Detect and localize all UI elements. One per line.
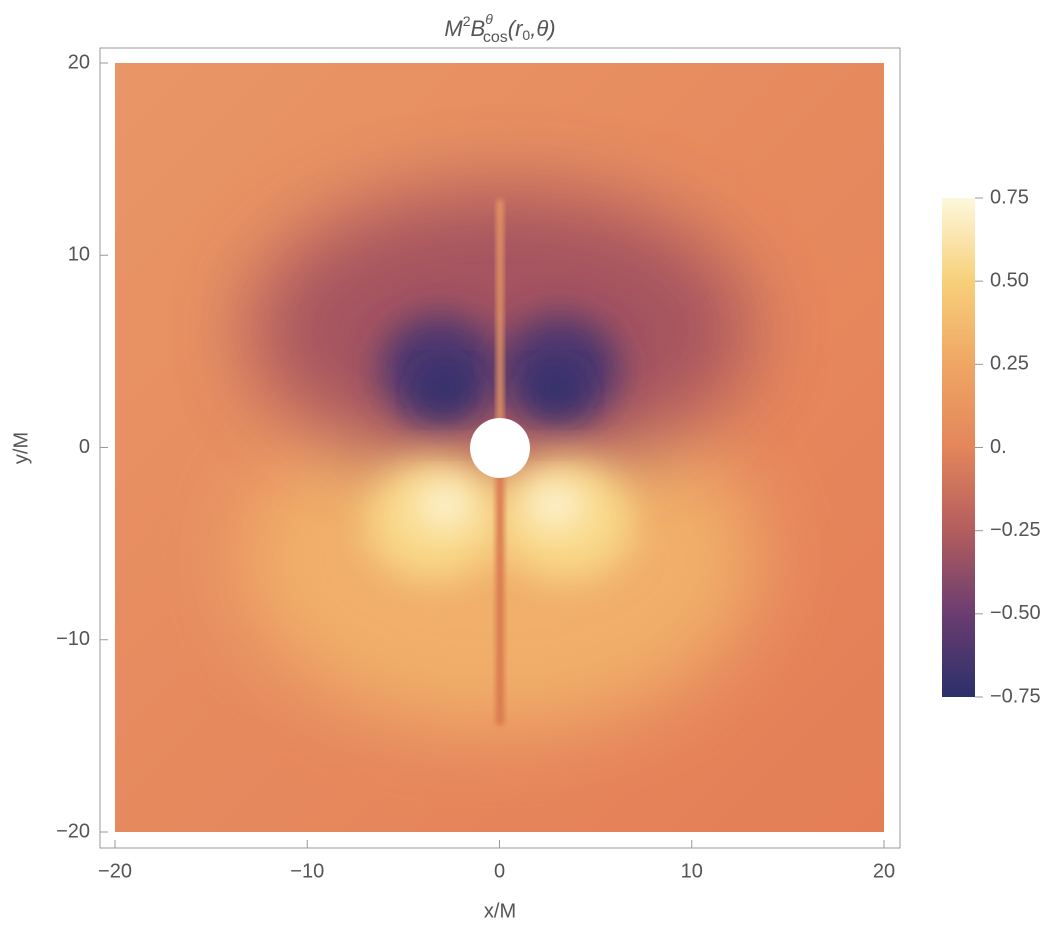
density-field — [115, 63, 884, 832]
title-part: B — [471, 16, 486, 41]
x-tick-label: 20 — [873, 860, 895, 882]
colorbar-tick-label: −0.75 — [990, 685, 1041, 707]
y-tick-label: 0 — [79, 436, 90, 458]
y-tick-label: 10 — [68, 244, 90, 266]
x-tick-label: 0 — [494, 860, 505, 882]
title-part: 2 — [463, 13, 471, 29]
y-tick-label: 20 — [68, 51, 90, 73]
title-part: M — [444, 16, 463, 41]
title-part: ,θ) — [530, 16, 555, 41]
x-tick-label: −20 — [98, 860, 132, 882]
colorbar-tick-label: 0. — [990, 436, 1007, 458]
y-tick-label: −10 — [56, 628, 90, 650]
colorbar-tick-label: −0.50 — [990, 602, 1041, 624]
colorbar-tick-label: 0.25 — [990, 353, 1029, 375]
chart-title: M2Bθ cos(r0,θ) — [444, 11, 555, 47]
x-axis-label: x/M — [484, 900, 516, 922]
title-part: (r — [508, 16, 524, 41]
x-tick-label: −10 — [290, 860, 324, 882]
title-part: 0 — [522, 27, 530, 43]
title-part: cos — [483, 29, 508, 46]
colorbar-tick-label: −0.25 — [990, 519, 1041, 541]
colorbar-tick-label: 0.50 — [990, 269, 1029, 291]
y-tick-label: −20 — [56, 820, 90, 842]
colorbar — [942, 198, 975, 697]
y-axis-label: y/M — [10, 432, 32, 464]
colorbar-tick-label: 0.75 — [990, 186, 1029, 208]
title-part: θ — [485, 11, 493, 27]
x-tick-label: 10 — [681, 860, 703, 882]
